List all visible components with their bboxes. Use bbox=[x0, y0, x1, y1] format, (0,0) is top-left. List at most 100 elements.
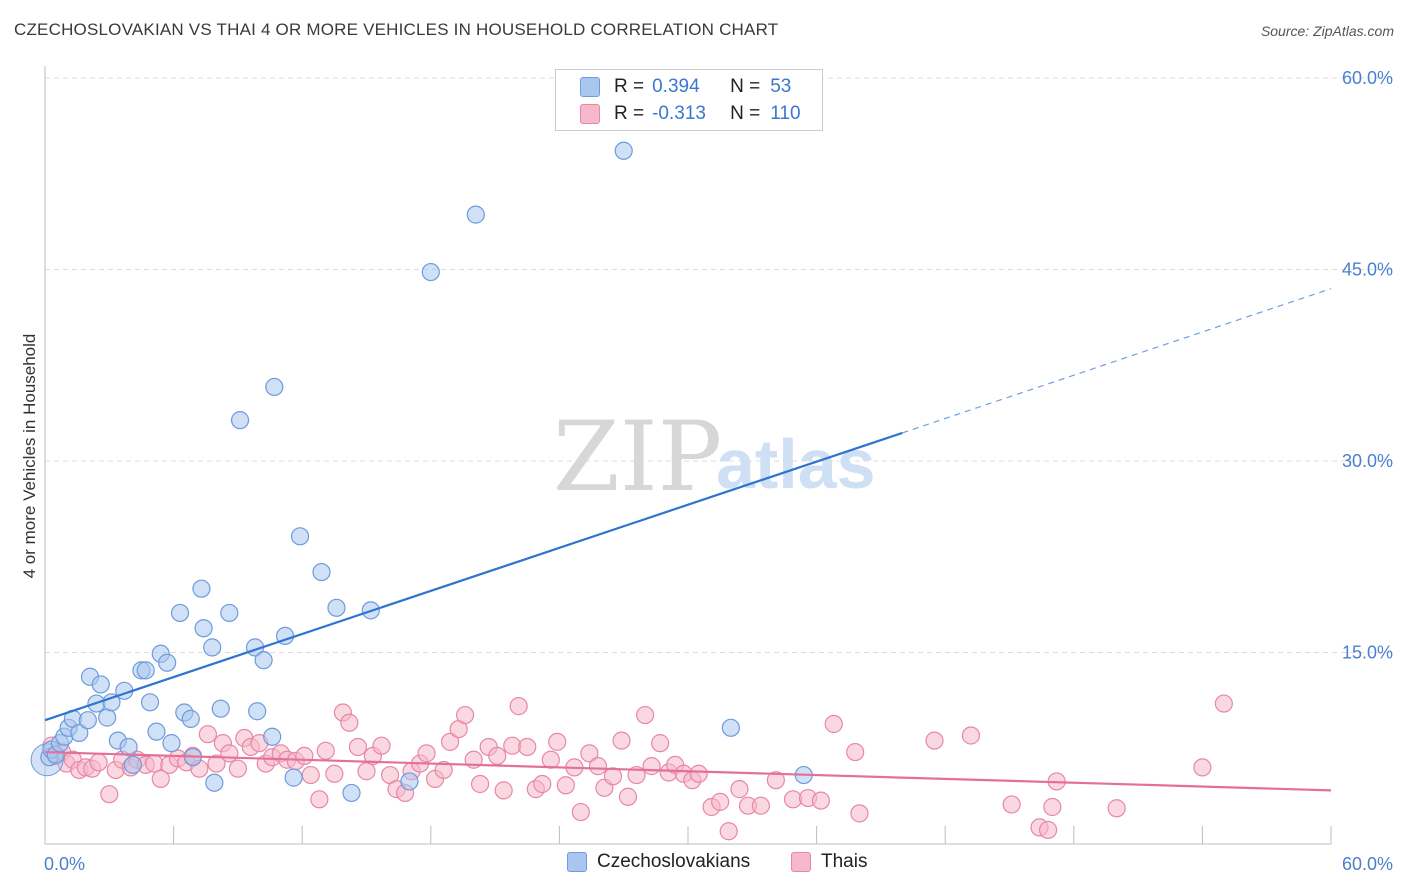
thai-point bbox=[1038, 820, 1058, 840]
czechoslovakian-point bbox=[327, 598, 346, 617]
thai-point bbox=[961, 726, 981, 745]
y-tick-label: 45.0% bbox=[1342, 260, 1393, 280]
legend-r-label: R = bbox=[614, 76, 645, 97]
czechoslovakian-point bbox=[78, 711, 97, 730]
czechoslovakian-point bbox=[170, 603, 190, 623]
thai-point bbox=[89, 753, 108, 772]
thai-point bbox=[509, 697, 528, 716]
czechoslovakian-point bbox=[421, 262, 440, 282]
thai-point bbox=[145, 754, 164, 773]
czechoslovakian-point bbox=[140, 693, 160, 712]
czechoslovakian-point bbox=[181, 709, 200, 728]
czechoslovakian-point bbox=[205, 773, 224, 792]
thai-point bbox=[494, 781, 513, 800]
thai-point bbox=[580, 744, 599, 763]
czechoslovakian-point bbox=[102, 693, 121, 712]
thai-point bbox=[207, 754, 226, 773]
czechoslovakian-point bbox=[263, 727, 282, 746]
czechoslovakian-point bbox=[136, 661, 155, 680]
y-tick-label: 15.0% bbox=[1342, 643, 1393, 663]
czechoslovakian-point bbox=[123, 755, 142, 774]
czechoslovakian-point bbox=[203, 638, 222, 657]
x-tick-label: 60.0% bbox=[1342, 854, 1393, 874]
thai-point bbox=[730, 780, 749, 799]
thai-point bbox=[824, 714, 843, 734]
legend-swatch-thais bbox=[791, 852, 811, 872]
czechoslovakian-point bbox=[230, 411, 250, 430]
thai-point bbox=[533, 774, 552, 794]
legend-r-value: 0.394 bbox=[652, 76, 700, 97]
thai-point bbox=[417, 744, 436, 763]
legend-item-thais[interactable]: Thais bbox=[791, 851, 867, 873]
thai-point bbox=[603, 767, 623, 786]
legend-n-value: 53 bbox=[770, 76, 792, 97]
y-axis-title: 4 or more Vehicles in Household bbox=[20, 334, 39, 579]
thai-point bbox=[766, 771, 785, 790]
thai-point bbox=[198, 725, 217, 744]
thai-point bbox=[1043, 797, 1062, 817]
thai-point bbox=[310, 790, 329, 809]
legend-r-value: -0.313 bbox=[652, 103, 706, 124]
czechoslovakian-point bbox=[290, 527, 310, 546]
czechoslovakian-point bbox=[91, 675, 110, 694]
thai-point bbox=[846, 742, 865, 762]
czechoslovakian-point bbox=[265, 377, 284, 397]
source-label: Source: ZipAtlas.com bbox=[1260, 23, 1394, 39]
thai-point bbox=[1107, 799, 1126, 818]
thai-point bbox=[1214, 694, 1233, 713]
legend-label-thais: Thais bbox=[821, 851, 868, 872]
thai-point bbox=[372, 736, 391, 755]
legend-swatch-thais bbox=[580, 104, 600, 124]
legend-item-czechoslovakians[interactable]: Czechoslovakians bbox=[567, 851, 750, 873]
czechoslovakian-point bbox=[400, 772, 419, 791]
legend-swatch-czechoslovakians bbox=[567, 852, 587, 872]
thai-point bbox=[548, 732, 567, 751]
legend-n-label: N = bbox=[730, 76, 761, 97]
thai-point bbox=[503, 736, 522, 755]
thai-point bbox=[518, 737, 537, 757]
watermark: ZIP atlas bbox=[553, 401, 876, 513]
thai-point bbox=[340, 713, 359, 732]
thai-point bbox=[228, 759, 247, 778]
thai-point bbox=[811, 791, 830, 810]
legend-swatch-czechoslovakians bbox=[580, 77, 600, 97]
thai-point bbox=[316, 741, 335, 760]
thai-point bbox=[783, 790, 803, 809]
czechoslovakian-point bbox=[312, 562, 331, 582]
thai-point bbox=[295, 746, 314, 766]
czechoslovakian-point bbox=[158, 653, 177, 672]
czechoslovakian-point bbox=[98, 708, 117, 727]
y-tick-label: 60.0% bbox=[1342, 68, 1393, 88]
tick-labels: 15.0% 30.0% 45.0% 60.0% 0.0% 60.0% bbox=[44, 68, 1393, 874]
thai-point bbox=[1193, 758, 1212, 777]
watermark-zip: ZIP bbox=[553, 401, 722, 513]
legend-row-thais: R = -0.313 N = 110 bbox=[580, 102, 801, 126]
czechoslovakian-point bbox=[614, 141, 633, 160]
thai-point bbox=[719, 822, 738, 841]
thai-point bbox=[100, 785, 119, 804]
czechoslovakians-points bbox=[30, 141, 813, 803]
thai-point bbox=[636, 705, 655, 725]
legend-r-label: R = bbox=[614, 103, 645, 124]
legend-row-czechoslovakians: R = 0.394 N = 53 bbox=[580, 75, 791, 99]
thai-trend-line bbox=[44, 750, 1332, 792]
czechoslovakian-trend-extension bbox=[902, 288, 1332, 434]
czechoslovakian-point bbox=[211, 699, 230, 718]
legend-n-label: N = bbox=[730, 103, 761, 124]
czechoslovakian-point bbox=[254, 651, 273, 670]
stats-legend: R = 0.394 N = 53 R = -0.313 N = 110 bbox=[555, 69, 823, 131]
thai-point bbox=[301, 765, 320, 785]
thai-point bbox=[689, 764, 708, 783]
thai-point bbox=[588, 757, 608, 776]
thai-point bbox=[348, 737, 368, 757]
thai-point bbox=[618, 787, 638, 806]
trend-lines bbox=[44, 288, 1332, 792]
legend-n-value: 110 bbox=[770, 103, 801, 124]
czechoslovakian-point bbox=[162, 734, 181, 753]
thai-point bbox=[711, 792, 730, 811]
czechoslovakian-point bbox=[248, 702, 267, 721]
watermark-atlas: atlas bbox=[716, 425, 876, 503]
thai-point bbox=[488, 746, 507, 766]
thai-point bbox=[357, 762, 376, 781]
